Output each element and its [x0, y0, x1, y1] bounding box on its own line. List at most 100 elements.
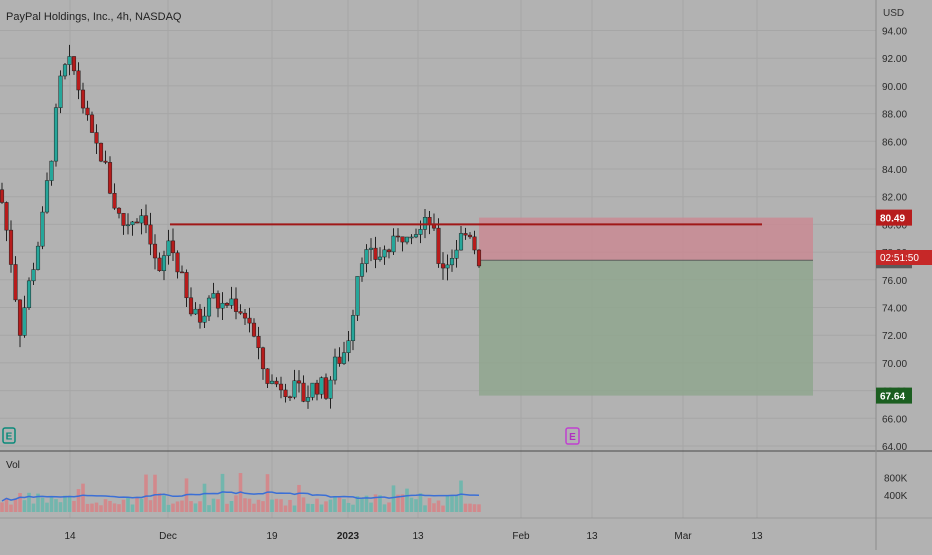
- candle-down: [112, 193, 117, 209]
- candle-up: [310, 382, 315, 398]
- candle-down: [287, 396, 293, 399]
- candle-up: [193, 308, 198, 315]
- take-profit-zone: [479, 260, 813, 396]
- candle-up: [377, 256, 383, 260]
- candle-down: [247, 317, 252, 324]
- earnings-icon: E: [6, 432, 13, 443]
- earnings-marker-upcoming[interactable]: E: [565, 427, 580, 445]
- candle-down: [265, 368, 270, 384]
- candle-down: [260, 347, 266, 370]
- candle-down: [89, 114, 95, 133]
- time-tick-label: 13: [412, 531, 424, 542]
- volume-bar: [463, 503, 468, 512]
- candle-up: [404, 236, 410, 243]
- volume-bar: [216, 499, 220, 512]
- volume-bar: [423, 505, 427, 512]
- volume-bar: [45, 502, 49, 512]
- candle-down: [238, 311, 243, 314]
- volume-bar: [454, 494, 459, 512]
- candle-down: [233, 298, 239, 312]
- volume-bar: [189, 501, 193, 512]
- volume-bar: [193, 503, 198, 512]
- earnings-marker-left[interactable]: E: [2, 427, 16, 444]
- volume-bar: [477, 504, 481, 512]
- time-tick-label: Feb: [512, 531, 530, 542]
- candles: [0, 44, 482, 409]
- candle-down: [242, 312, 248, 319]
- candle-up: [130, 221, 135, 226]
- volume-bar: [445, 495, 450, 512]
- candle-down: [224, 302, 230, 306]
- volume-bar: [324, 501, 328, 512]
- candle-up: [229, 298, 234, 306]
- volume-bar: [126, 497, 130, 512]
- volume-bar: [355, 496, 360, 512]
- volume-bar: [459, 480, 463, 512]
- volume-bar: [49, 496, 54, 512]
- candle-down: [152, 243, 158, 259]
- candle-down: [179, 271, 185, 274]
- volume-bar: [279, 499, 283, 512]
- candle-down: [175, 252, 180, 273]
- volume-bar: [99, 505, 103, 512]
- candle-up: [382, 249, 387, 258]
- volume-bar: [225, 503, 229, 512]
- volume-bar: [112, 503, 117, 512]
- price-tick-label: 84.00: [882, 165, 907, 176]
- candle-down: [373, 247, 378, 260]
- volume-bar: [31, 503, 36, 512]
- candle-up: [49, 160, 54, 181]
- volume-bar: [108, 500, 112, 512]
- volume-bar: [175, 501, 180, 512]
- volume-bar: [148, 500, 153, 512]
- candle-up: [220, 302, 225, 309]
- volume-bar: [9, 504, 13, 512]
- volume-bar: [261, 501, 265, 512]
- target-price-badge: 67.64: [880, 392, 905, 403]
- candle-up: [328, 379, 333, 399]
- price-tick-label: 88.00: [882, 110, 907, 121]
- price-tick-label: 66.00: [882, 414, 907, 425]
- candle-up: [409, 236, 414, 239]
- volume-bar: [54, 499, 58, 512]
- candle-down: [440, 263, 446, 269]
- volume-bar: [27, 492, 31, 512]
- time-tick-label: Dec: [159, 531, 177, 542]
- volume-bar: [202, 483, 207, 512]
- chart-title: PayPal Holdings, Inc., 4h, NASDAQ: [6, 11, 182, 23]
- volume-bar: [256, 499, 261, 512]
- earnings-icon: E: [569, 432, 576, 443]
- currency-label: USD: [883, 8, 904, 19]
- candle-up: [355, 276, 360, 316]
- volume-bar: [117, 504, 121, 512]
- price-tick-label: 80.00: [882, 220, 907, 231]
- candle-up: [359, 263, 365, 277]
- candle-down: [71, 56, 77, 72]
- price-axis[interactable]: 94.00 92.00 90.00 88.00 86.00 84.00 82.00 80.00…: [882, 27, 907, 454]
- volume-bar: [121, 499, 126, 512]
- countdown-badge: 02:51:50: [880, 253, 919, 264]
- volume-bar: [4, 497, 9, 512]
- volume-bar: [373, 494, 378, 512]
- volume-bar: [472, 504, 477, 512]
- candle-down: [143, 215, 149, 226]
- volume-bar: [67, 495, 72, 512]
- volume-bar: [135, 497, 139, 512]
- candle-up: [413, 234, 419, 238]
- volume-bar: [274, 498, 279, 512]
- candle-up: [161, 255, 167, 272]
- candle-up: [67, 56, 72, 65]
- candle-up: [206, 297, 212, 317]
- candle-up: [211, 293, 216, 299]
- volume-bar: [85, 503, 90, 512]
- volume-bar: [63, 495, 67, 512]
- volume-bar: [72, 500, 76, 512]
- candle-down: [301, 382, 306, 402]
- volume-bar: [243, 498, 247, 512]
- volume-bar: [40, 497, 45, 512]
- candle-up: [166, 240, 171, 256]
- time-axis[interactable]: 14 Dec 19 2023 13 Feb 13 Mar 13: [64, 531, 763, 542]
